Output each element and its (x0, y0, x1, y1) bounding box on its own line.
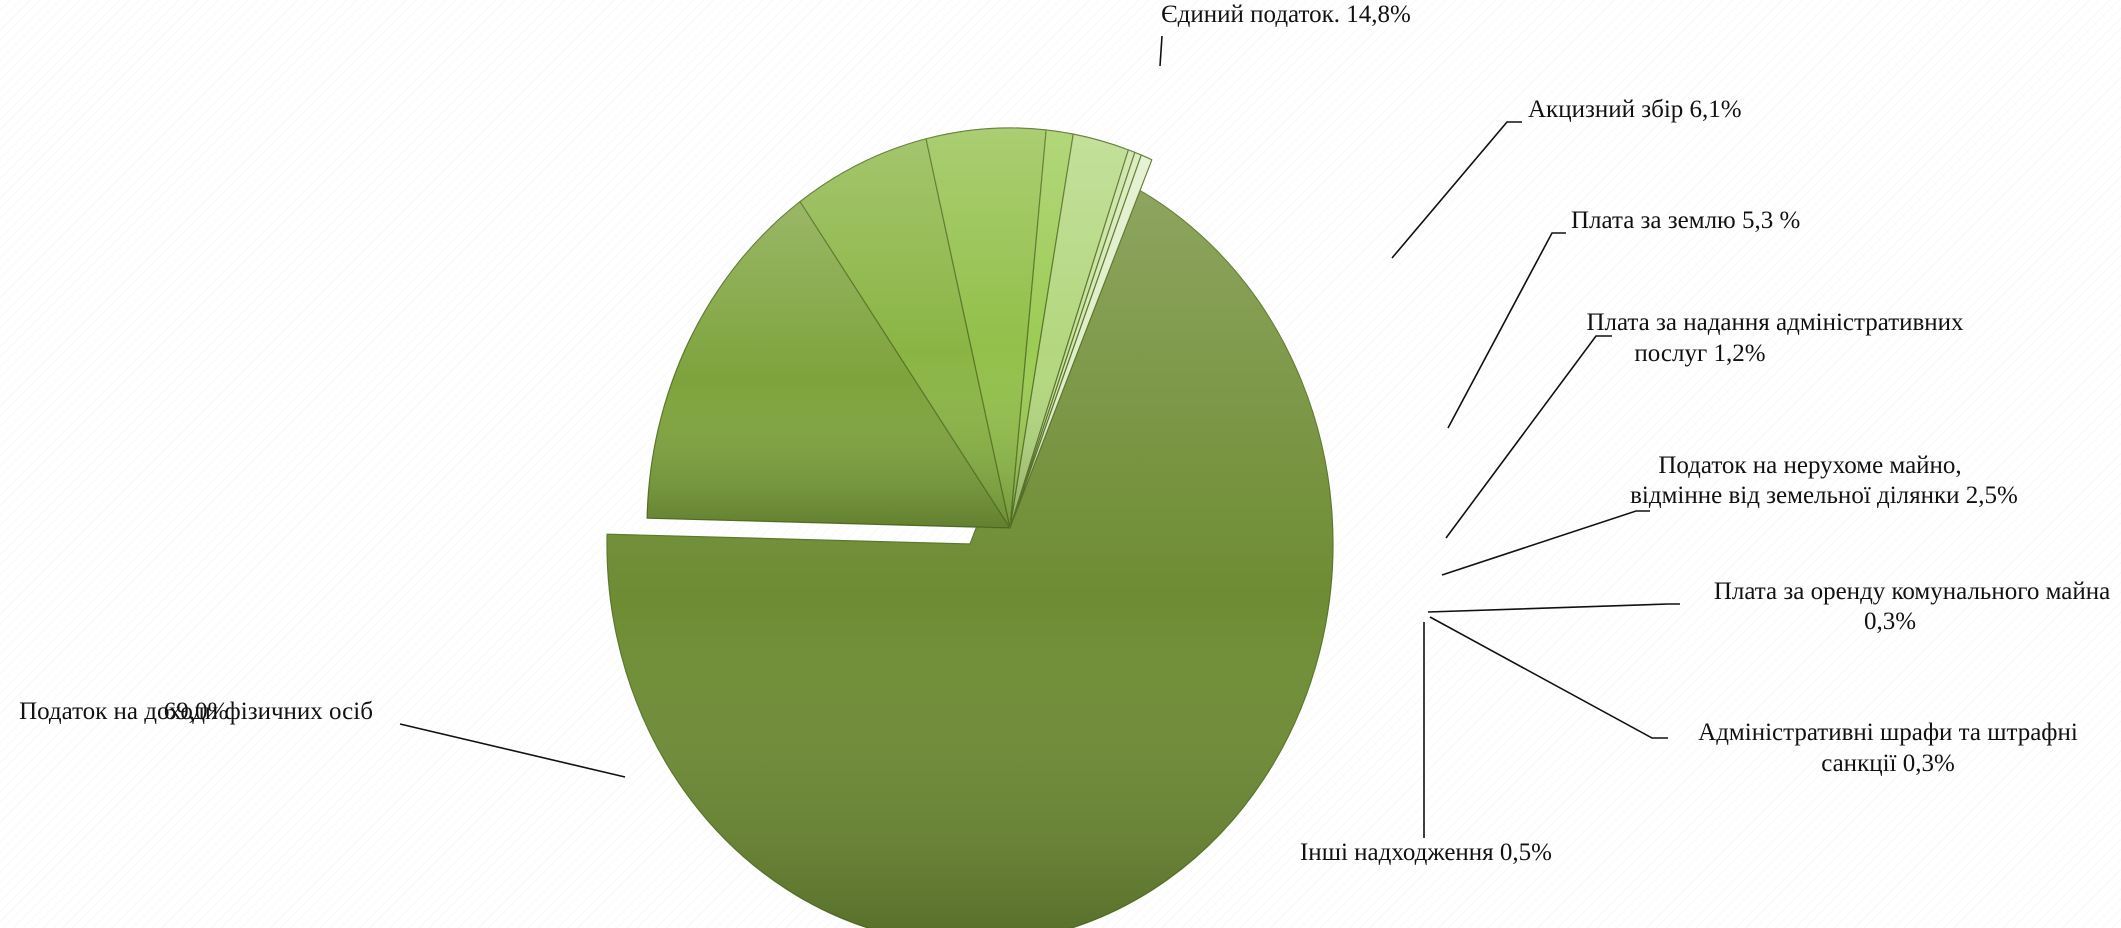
leader-line (1445, 335, 1612, 539)
slice-label: Податок на нерухоме майно, (1658, 452, 1961, 479)
pie-slice-3 (799, 138, 1011, 529)
leader-line (1429, 616, 1668, 739)
slice-label: послуг 1,2% (1634, 340, 1765, 367)
slice-label: Єдиний податок. 14,8% (1161, 1, 1411, 28)
slice-label: Акцизний збір 6,1% (1528, 96, 1742, 123)
slice-label: Плата за землю 5,3 % (1571, 207, 1800, 234)
leader-line (399, 723, 626, 778)
slice-label: Інші надходження 0,5% (1300, 839, 1552, 866)
slice-label: Плата за надання адміністративних (1586, 309, 1964, 336)
slice-label: Плата за оренду комунального майна (1714, 578, 2110, 605)
pie-slice-shading (1010, 134, 1129, 528)
leader-line (1159, 35, 1163, 67)
pie-slice-shading (647, 201, 1010, 528)
slice-label: 0,3% (1864, 608, 1916, 635)
pie-slice-2 (646, 201, 1011, 529)
slice-label: Податок на доходи фізичних осіб (19, 698, 373, 725)
leader-line (1441, 510, 1650, 576)
pie-slice-1 (606, 175, 1334, 928)
pie-slice-9 (1009, 154, 1153, 529)
slice-label: санкції 0,3% (1821, 750, 1955, 777)
leader-line (1447, 232, 1566, 429)
leader-line (1391, 121, 1522, 259)
slice-label: відмінне від земельної ділянки 2,5% (1630, 482, 2018, 509)
pie-slice-shading (800, 138, 1010, 529)
slice-label: Адміністративні шрафи та штрафні (1698, 719, 2078, 746)
pie-slice-shading (926, 127, 1047, 528)
pie-slice-shading (607, 175, 1333, 928)
slice-label: 69,0% (164, 698, 229, 725)
leader-line (1427, 603, 1680, 613)
pie-slice-shading (1010, 155, 1152, 528)
